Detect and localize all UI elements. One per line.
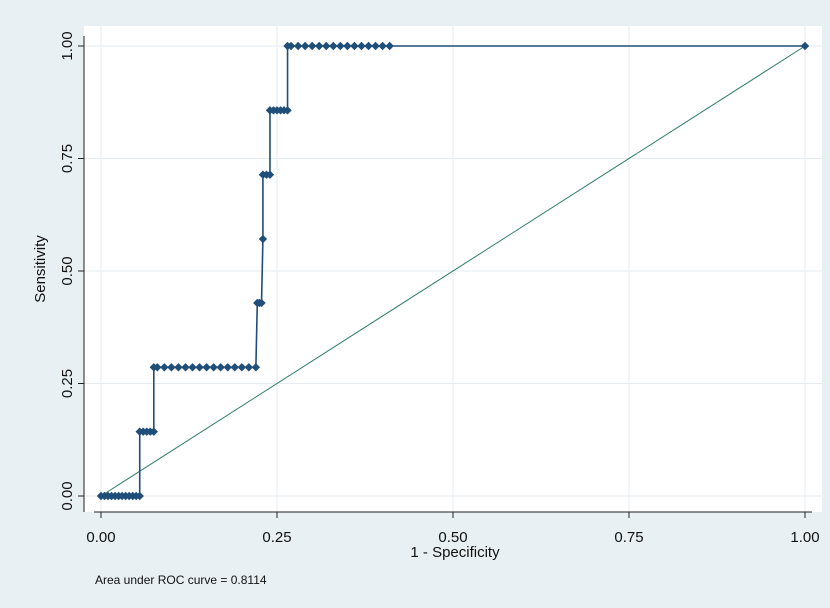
roc-point-32 [251, 363, 261, 372]
roc-point-11 [135, 491, 144, 501]
y-tick-label-4: 1.00 [59, 31, 76, 60]
roc-point-59 [371, 41, 380, 51]
roc-point-19 [160, 363, 169, 372]
roc-point-16 [149, 427, 158, 436]
roc-point-56 [350, 41, 359, 51]
roc-point-30 [237, 363, 246, 372]
x-tick-label-2: 0.50 [438, 529, 467, 546]
axes [78, 36, 812, 518]
tick-labels: 0.00 0.25 0.50 0.75 1.00 0.00 0.25 0.50 0.75 1.00 [59, 31, 820, 546]
roc-point-18 [153, 363, 162, 372]
roc-point-52 [322, 41, 331, 51]
x-tick-label-1: 0.25 [262, 529, 291, 546]
roc-point-48 [293, 41, 303, 51]
roc-point-55 [343, 41, 352, 51]
roc-point-35 [257, 298, 266, 308]
roc-point-20 [167, 363, 176, 372]
roc-point-29 [230, 363, 239, 372]
roc-point-22 [181, 363, 190, 372]
y-tick-label-0: 0.00 [59, 481, 76, 510]
y-tick-label-3: 0.75 [59, 144, 76, 173]
roc-point-45 [283, 106, 292, 115]
roc-point-60 [378, 41, 387, 51]
roc-point-58 [364, 41, 373, 51]
x-axis-label: 1 - Specificity [410, 544, 500, 561]
roc-point-54 [336, 41, 345, 51]
roc-point-24 [195, 363, 204, 372]
roc-point-23 [188, 363, 197, 372]
reference-diagonal [100, 45, 806, 497]
roc-point-25 [202, 363, 211, 372]
x-tick-label-3: 0.75 [614, 529, 643, 546]
x-tick-label-4: 1.00 [790, 529, 819, 546]
roc-point-62 [800, 41, 810, 51]
roc-point-36 [258, 234, 268, 244]
roc-point-57 [357, 41, 366, 51]
roc-point-39 [265, 170, 275, 179]
roc-point-51 [315, 41, 324, 51]
y-tick-label-2: 0.50 [59, 256, 76, 285]
roc-point-61 [385, 41, 394, 51]
roc-point-47 [286, 41, 296, 51]
auc-annotation: Area under ROC curve = 0.8114 [95, 573, 267, 587]
roc-point-26 [209, 363, 218, 372]
roc-curve [96, 41, 810, 501]
y-axis-label: Sensitivity [32, 235, 49, 303]
y-tick-label-1: 0.25 [59, 369, 76, 398]
x-tick-label-0: 0.00 [86, 529, 115, 546]
roc-point-53 [329, 41, 338, 51]
roc-point-21 [174, 363, 183, 372]
roc-point-28 [223, 363, 232, 372]
roc-point-27 [216, 363, 225, 372]
roc-point-50 [308, 41, 317, 51]
roc-point-31 [244, 363, 254, 372]
reference-line [100, 45, 806, 497]
roc-point-49 [300, 41, 310, 51]
